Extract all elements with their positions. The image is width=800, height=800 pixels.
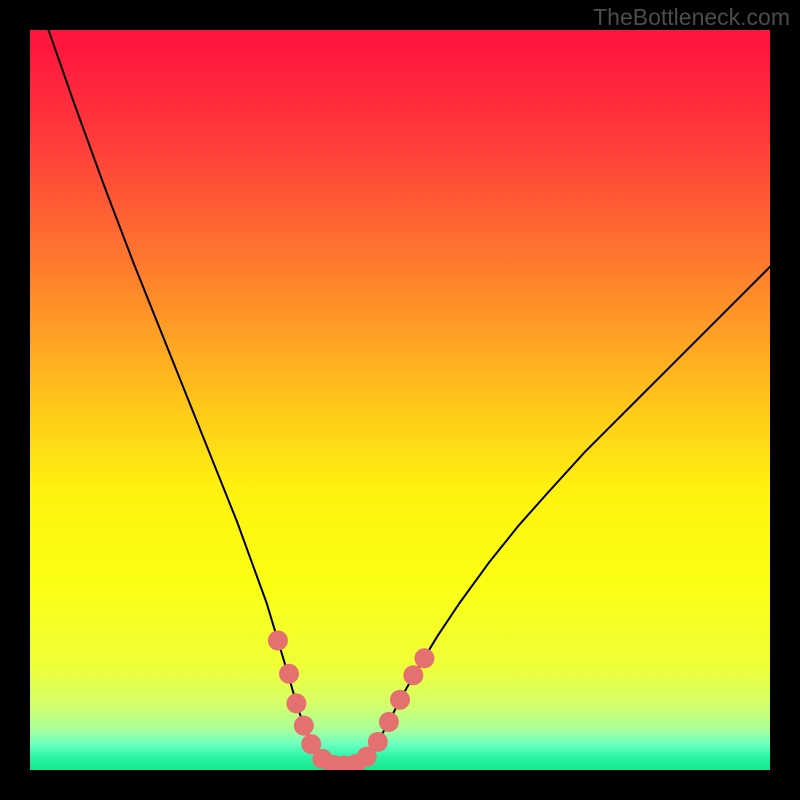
chart-svg bbox=[30, 30, 770, 770]
plot-area bbox=[30, 30, 770, 770]
curve-marker bbox=[379, 712, 399, 732]
bottleneck-curve bbox=[49, 30, 771, 766]
curve-marker bbox=[279, 664, 299, 684]
curve-marker bbox=[368, 732, 388, 752]
curve-marker bbox=[268, 631, 288, 651]
curve-marker bbox=[403, 665, 423, 685]
curve-marker bbox=[294, 716, 314, 736]
curve-marker bbox=[286, 693, 306, 713]
watermark-text: TheBottleneck.com bbox=[593, 4, 790, 31]
curve-marker bbox=[390, 690, 410, 710]
curve-marker bbox=[414, 648, 434, 668]
stage: TheBottleneck.com bbox=[0, 0, 800, 800]
